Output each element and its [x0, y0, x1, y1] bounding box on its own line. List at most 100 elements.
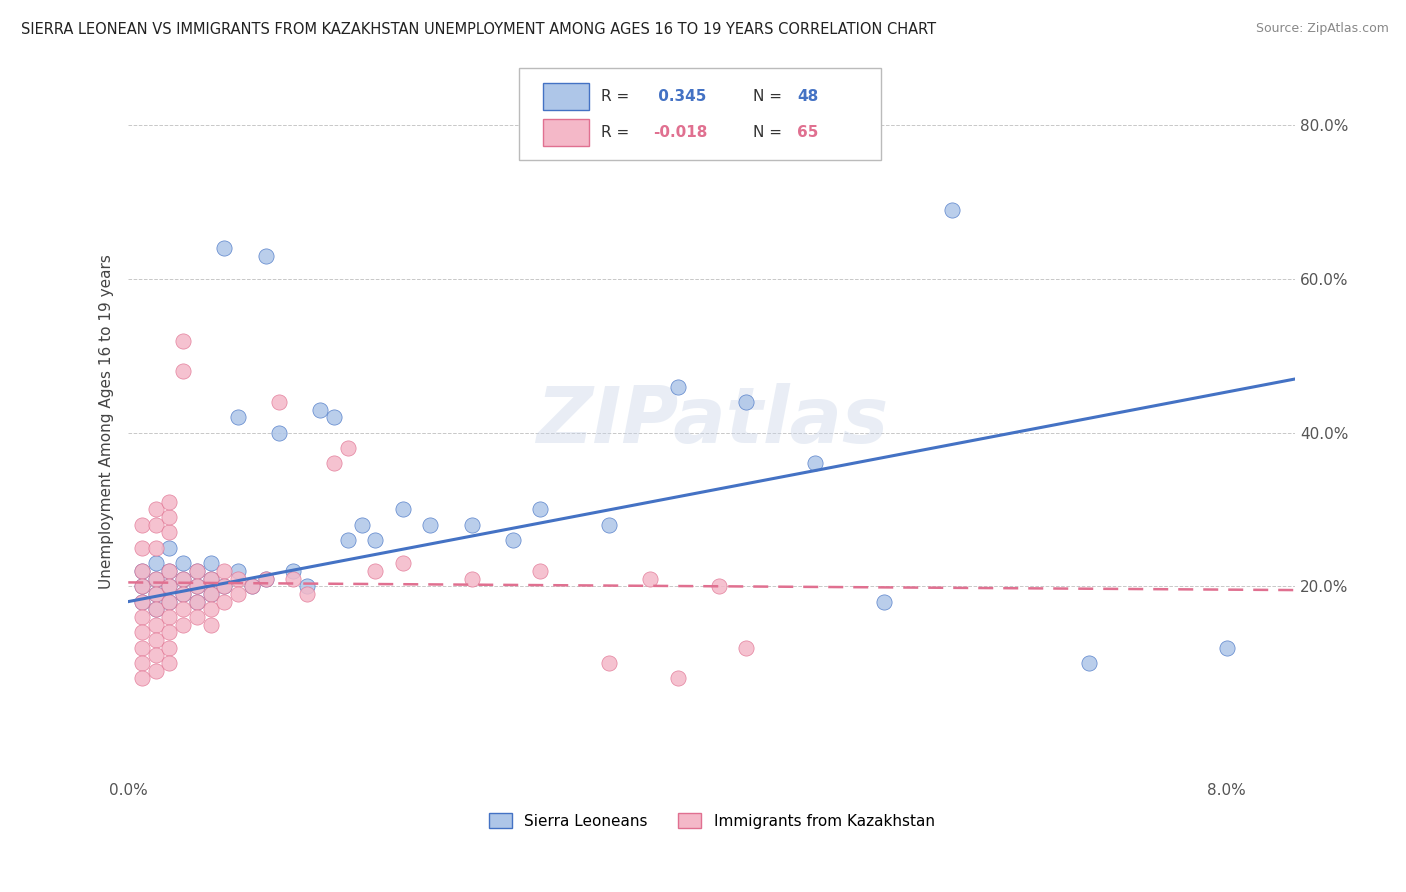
- Point: [529, 502, 551, 516]
- Text: SIERRA LEONEAN VS IMMIGRANTS FROM KAZAKHSTAN UNEMPLOYMENT AMONG AGES 16 TO 19 YE: SIERRA LEONEAN VS IMMIGRANTS FROM KAZAKH…: [21, 22, 936, 37]
- Point: [295, 587, 318, 601]
- Point: [159, 656, 181, 670]
- Text: Source: ZipAtlas.com: Source: ZipAtlas.com: [1256, 22, 1389, 36]
- FancyBboxPatch shape: [543, 83, 589, 111]
- Point: [145, 502, 167, 516]
- Point: [240, 579, 263, 593]
- Point: [172, 587, 194, 601]
- Point: [460, 572, 482, 586]
- Point: [598, 517, 620, 532]
- Point: [131, 564, 153, 578]
- Point: [159, 640, 181, 655]
- Point: [269, 425, 291, 440]
- Text: R =: R =: [600, 89, 634, 104]
- Point: [392, 556, 415, 570]
- Point: [214, 564, 236, 578]
- Point: [638, 572, 661, 586]
- Legend: Sierra Leoneans, Immigrants from Kazakhstan: Sierra Leoneans, Immigrants from Kazakhs…: [484, 806, 941, 835]
- FancyBboxPatch shape: [519, 68, 882, 161]
- Point: [172, 572, 194, 586]
- Point: [707, 579, 730, 593]
- Text: 65: 65: [797, 125, 818, 140]
- Point: [131, 672, 153, 686]
- Point: [529, 564, 551, 578]
- Point: [666, 379, 689, 393]
- Point: [145, 541, 167, 555]
- Point: [145, 632, 167, 647]
- Point: [145, 517, 167, 532]
- Point: [281, 572, 304, 586]
- Point: [172, 602, 194, 616]
- Point: [226, 564, 249, 578]
- Point: [131, 564, 153, 578]
- Point: [254, 572, 277, 586]
- Point: [295, 579, 318, 593]
- Point: [145, 648, 167, 663]
- Point: [200, 617, 222, 632]
- Point: [172, 334, 194, 348]
- Point: [214, 241, 236, 255]
- Point: [598, 656, 620, 670]
- Point: [200, 602, 222, 616]
- Point: [186, 594, 208, 608]
- Point: [131, 579, 153, 593]
- Point: [666, 672, 689, 686]
- Point: [735, 395, 758, 409]
- Point: [131, 625, 153, 640]
- Point: [323, 456, 346, 470]
- Point: [145, 602, 167, 616]
- Point: [145, 617, 167, 632]
- Point: [145, 572, 167, 586]
- Point: [172, 364, 194, 378]
- Point: [159, 610, 181, 624]
- Point: [226, 410, 249, 425]
- Point: [240, 579, 263, 593]
- Point: [159, 564, 181, 578]
- Point: [735, 640, 758, 655]
- Point: [145, 602, 167, 616]
- Point: [186, 564, 208, 578]
- Point: [186, 579, 208, 593]
- Point: [872, 594, 894, 608]
- Point: [214, 579, 236, 593]
- Point: [131, 594, 153, 608]
- Text: N =: N =: [752, 89, 786, 104]
- Point: [364, 564, 387, 578]
- Point: [350, 517, 373, 532]
- Point: [172, 572, 194, 586]
- Point: [502, 533, 524, 548]
- Point: [159, 564, 181, 578]
- Point: [254, 249, 277, 263]
- Point: [323, 410, 346, 425]
- Point: [281, 564, 304, 578]
- Point: [200, 556, 222, 570]
- Point: [460, 517, 482, 532]
- Point: [145, 587, 167, 601]
- Point: [186, 594, 208, 608]
- Point: [200, 587, 222, 601]
- Point: [159, 510, 181, 524]
- Text: 48: 48: [797, 89, 818, 104]
- Point: [131, 594, 153, 608]
- Point: [200, 572, 222, 586]
- Point: [214, 579, 236, 593]
- Point: [186, 564, 208, 578]
- Point: [200, 587, 222, 601]
- Point: [159, 594, 181, 608]
- Point: [145, 587, 167, 601]
- Point: [159, 579, 181, 593]
- Y-axis label: Unemployment Among Ages 16 to 19 years: Unemployment Among Ages 16 to 19 years: [100, 253, 114, 589]
- Point: [226, 587, 249, 601]
- Point: [336, 533, 359, 548]
- FancyBboxPatch shape: [543, 119, 589, 146]
- Point: [159, 495, 181, 509]
- Point: [131, 610, 153, 624]
- Point: [392, 502, 415, 516]
- Point: [131, 640, 153, 655]
- Point: [131, 656, 153, 670]
- Point: [254, 572, 277, 586]
- Text: ZIPatlas: ZIPatlas: [536, 384, 889, 459]
- Point: [159, 594, 181, 608]
- Point: [186, 579, 208, 593]
- Point: [1078, 656, 1101, 670]
